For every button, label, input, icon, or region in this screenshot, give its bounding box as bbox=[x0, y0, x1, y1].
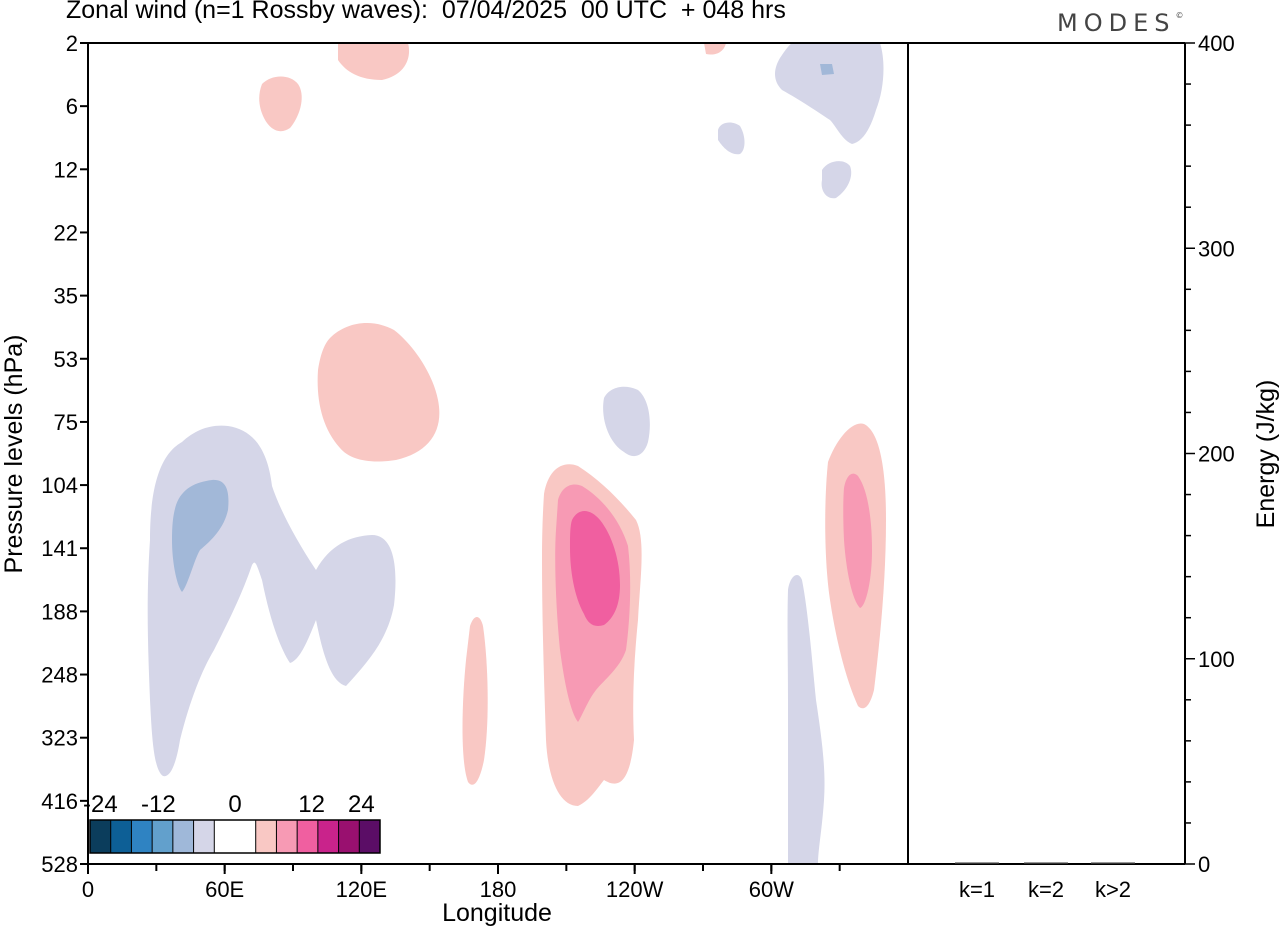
contour-fills bbox=[147, 43, 886, 864]
longitude-tick-label: 120W bbox=[606, 877, 664, 902]
colorbar-cell bbox=[359, 820, 381, 853]
colorbar-label: 12 bbox=[298, 791, 325, 818]
longitude-tick-label: 0 bbox=[82, 877, 94, 902]
energy-tick-label: 400 bbox=[1198, 31, 1235, 56]
energy-bar bbox=[1091, 862, 1135, 864]
brand-logo: MODES© bbox=[1057, 9, 1183, 37]
energy-bar bbox=[955, 862, 999, 864]
contour-panel: 2 6 12 22 35 53 75 104 141 188 248 323 416 528 0 60E 12… bbox=[0, 31, 909, 927]
pressure-tick-label: 104 bbox=[41, 473, 78, 498]
colorbar-cells bbox=[90, 820, 381, 853]
contour-pos-upper-2 bbox=[338, 43, 410, 80]
colorbar-cell bbox=[172, 820, 195, 853]
energy-bars bbox=[955, 862, 1135, 864]
colorbar-cell bbox=[317, 820, 340, 853]
energy-tick-label: 100 bbox=[1198, 647, 1235, 672]
colorbar-cell bbox=[131, 820, 153, 853]
colorbar-cell bbox=[214, 820, 236, 853]
y-axis-label: Pressure levels (hPa) bbox=[0, 335, 28, 574]
colorbar-cell bbox=[338, 820, 360, 853]
pressure-tick-label: 141 bbox=[41, 536, 78, 561]
colorbar-cell bbox=[276, 820, 298, 853]
pressure-tick-label: 2 bbox=[66, 31, 78, 56]
colorbar-cell bbox=[255, 820, 277, 853]
colorbar-cell bbox=[152, 820, 174, 853]
pressure-axis: 2 6 12 22 35 53 75 104 141 188 248 323 416 528 bbox=[41, 31, 88, 877]
x-axis-label: Longitude bbox=[442, 899, 552, 927]
pressure-tick-label: 22 bbox=[54, 220, 78, 245]
contour-pos-main-12 bbox=[570, 511, 620, 626]
contour-pos-53hpa bbox=[317, 323, 440, 462]
colorbar-label: -24 bbox=[83, 791, 118, 818]
energy-axis: 0 100 200 300 400 bbox=[1185, 31, 1235, 877]
pressure-tick-label: 248 bbox=[41, 663, 78, 688]
colorbar-cell bbox=[110, 820, 132, 853]
energy-categories: k=1 k=2 k>2 bbox=[959, 877, 1131, 902]
pressure-tick-label: 188 bbox=[41, 599, 78, 624]
energy-tick-label: 300 bbox=[1198, 236, 1235, 261]
pressure-tick-label: 12 bbox=[54, 157, 78, 182]
colorbar-label: 24 bbox=[348, 791, 375, 818]
energy-bar bbox=[1024, 862, 1068, 864]
pressure-tick-label: 75 bbox=[54, 410, 78, 435]
colorbar-cell bbox=[193, 820, 215, 853]
energy-category-label: k>2 bbox=[1095, 877, 1131, 902]
contour-pos-column bbox=[462, 617, 488, 785]
colorbar-cell bbox=[297, 820, 319, 853]
energy-category-label: k=2 bbox=[1028, 877, 1064, 902]
contour-pos-east-8 bbox=[843, 473, 872, 608]
energy-tick-label: 0 bbox=[1198, 852, 1210, 877]
colorbar-frame bbox=[89, 819, 381, 854]
longitude-axis: 0 60E 120E 180 120W 60W bbox=[82, 864, 841, 902]
colorbar-labels: -24 -12 0 12 24 bbox=[83, 791, 375, 818]
energy-category-label: k=1 bbox=[959, 877, 995, 902]
colorbar-label: 0 bbox=[228, 791, 241, 818]
pressure-tick-label: 6 bbox=[66, 94, 78, 119]
colorbar-cell bbox=[90, 820, 112, 853]
pressure-tick-label: 53 bbox=[54, 347, 78, 372]
colorbar-cell bbox=[235, 820, 257, 853]
contour-neg-upper-core bbox=[820, 64, 834, 75]
contour-neg-upper-1 bbox=[775, 43, 884, 144]
energy-panel: 0 100 200 300 400 k=1 k=2 k>2 Energy (J/kg) bbox=[908, 31, 1280, 902]
chart-title: Zonal wind (n=1 Rossby waves): 07/04/202… bbox=[66, 0, 786, 24]
longitude-tick-label: 60E bbox=[205, 877, 244, 902]
pressure-tick-label: 528 bbox=[41, 852, 78, 877]
contour-neg-upper-3 bbox=[821, 161, 852, 199]
contour-pos-upper-1 bbox=[259, 76, 302, 132]
brand-copyright: © bbox=[1175, 11, 1184, 20]
pressure-tick-label: 35 bbox=[54, 284, 78, 309]
contour-neg-core bbox=[172, 479, 229, 592]
pressure-tick-label: 323 bbox=[41, 726, 78, 751]
colorbar: -24 -12 0 12 24 bbox=[83, 791, 381, 854]
contour-neg-column bbox=[787, 575, 825, 864]
brand-text: MODES bbox=[1057, 9, 1176, 37]
contour-pos-upper-3 bbox=[704, 43, 726, 55]
energy-axis-label: Energy (J/kg) bbox=[1252, 380, 1280, 529]
colorbar-label: -12 bbox=[141, 791, 176, 818]
longitude-tick-label: 120E bbox=[336, 877, 387, 902]
longitude-tick-label: 60W bbox=[749, 877, 794, 902]
contour-neg-mid bbox=[603, 386, 650, 457]
longitude-tick-label: 180 bbox=[480, 877, 517, 902]
pressure-tick-label: 416 bbox=[41, 789, 78, 814]
contour-neg-upper-2 bbox=[718, 122, 745, 155]
energy-tick-label: 200 bbox=[1198, 442, 1235, 467]
